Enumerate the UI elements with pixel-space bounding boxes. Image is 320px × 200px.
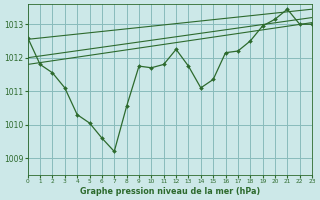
X-axis label: Graphe pression niveau de la mer (hPa): Graphe pression niveau de la mer (hPa) <box>80 187 260 196</box>
